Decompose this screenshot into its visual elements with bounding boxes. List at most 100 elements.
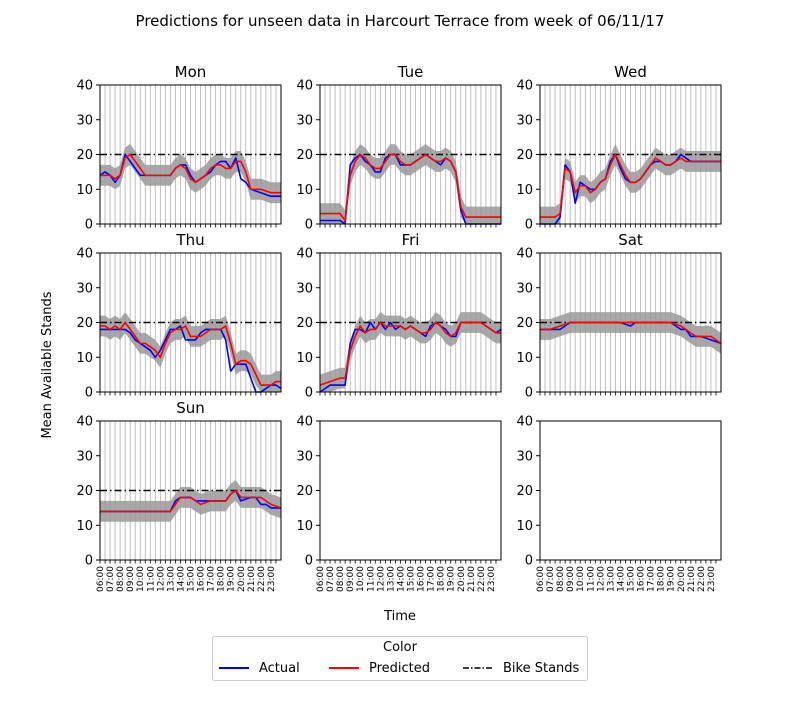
y-tick-label: 0 — [85, 386, 93, 401]
y-tick-label: 10 — [76, 351, 93, 366]
x-tick-label: 08:00 — [336, 566, 346, 592]
y-tick-label: 20 — [296, 316, 313, 331]
x-tick-label: 10:00 — [136, 566, 146, 592]
y-tick-label: 40 — [76, 247, 93, 262]
y-tick-label: 30 — [296, 113, 313, 128]
x-tick-label: 13:00 — [166, 566, 176, 592]
y-tick-label: 30 — [76, 449, 93, 464]
y-tick-label: 30 — [76, 281, 93, 296]
y-tick-label: 40 — [516, 79, 533, 94]
legend-item-actual: Actual — [219, 660, 300, 676]
x-tick-label: 06:00 — [96, 566, 106, 592]
y-tick-label: 0 — [525, 218, 533, 233]
y-tick-label: 20 — [76, 148, 93, 163]
x-tick-label: 14:00 — [396, 566, 406, 592]
x-tick-label: 16:00 — [417, 566, 427, 592]
legend-label-bike-stands: Bike Stands — [503, 660, 580, 676]
y-tick-label: 40 — [296, 415, 313, 430]
y-tick-label: 20 — [516, 316, 533, 331]
predicted-series-line — [320, 153, 501, 222]
y-tick-label: 40 — [296, 79, 313, 94]
actual-series-line — [540, 153, 721, 225]
x-tick-label: 17:00 — [207, 566, 217, 592]
x-tick-label: 22:00 — [257, 566, 267, 592]
x-tick-label: 11:00 — [586, 566, 596, 592]
y-tick-label: 30 — [296, 281, 313, 296]
panel-wed: Wed 0 10 20 30 40 — [516, 63, 722, 233]
panel-fri: Fri 0 10 20 30 40 — [296, 231, 502, 401]
y-tick-label: 10 — [76, 183, 93, 198]
legend-swatch-actual — [219, 667, 249, 669]
actual-series-line — [99, 153, 281, 197]
y-tick-label: 10 — [296, 519, 313, 534]
y-tick-label: 10 — [296, 351, 313, 366]
panels: Mon 0 10 20 30 40 Tue 0 10 20 30 40 Wed 0 10 20 30 40 Thu 0… — [76, 63, 722, 592]
panel-background — [540, 421, 721, 560]
y-tick-label: 20 — [76, 484, 93, 499]
y-tick-label: 40 — [516, 415, 533, 430]
y-tick-label: 20 — [296, 484, 313, 499]
y-tick-label: 10 — [296, 183, 313, 198]
panel-title: Sat — [618, 231, 643, 249]
y-tick-label: 10 — [516, 183, 533, 198]
x-tick-label: 19:00 — [227, 566, 237, 592]
panel-title: Mon — [175, 63, 207, 81]
y-tick-label: 10 — [76, 519, 93, 534]
uncertainty-band — [100, 312, 281, 392]
x-tick-label: 19:00 — [447, 566, 457, 592]
y-tick-label: 20 — [296, 148, 313, 163]
x-tick-label: 18:00 — [437, 566, 447, 592]
predicted-series-line — [319, 321, 501, 386]
predicted-series-line — [540, 321, 722, 345]
x-tick-label: 13:00 — [386, 566, 396, 592]
uncertainty-band — [540, 144, 721, 224]
uncertainty-band — [320, 144, 501, 224]
y-tick-label: 0 — [305, 386, 313, 401]
panel-thu: Thu 0 10 20 30 40 — [76, 231, 282, 401]
y-tick-label: 0 — [525, 386, 533, 401]
x-tick-label: 10:00 — [356, 566, 366, 592]
y-tick-label: 20 — [516, 484, 533, 499]
y-tick-label: 30 — [516, 113, 533, 128]
x-tick-label: 08:00 — [556, 566, 566, 592]
x-tick-label: 12:00 — [156, 566, 166, 592]
x-tick-label: 20:00 — [457, 566, 467, 592]
panel-sat: Sat 0 10 20 30 40 — [516, 231, 722, 401]
legend-label-actual: Actual — [259, 660, 300, 676]
x-tick-label: 15:00 — [627, 566, 637, 592]
x-tick-label: 20:00 — [677, 566, 687, 592]
x-tick-label: 15:00 — [407, 566, 417, 592]
panel-tue: Tue 0 10 20 30 40 — [296, 63, 502, 233]
x-tick-label: 21:00 — [467, 566, 477, 592]
y-tick-label: 40 — [516, 247, 533, 262]
actual-series-line — [100, 325, 282, 393]
legend-title: Color — [383, 640, 417, 655]
x-tick-label: 06:00 — [536, 566, 546, 592]
panel-title: Wed — [614, 63, 647, 81]
y-tick-label: 20 — [76, 316, 93, 331]
y-tick-label: 30 — [516, 281, 533, 296]
x-tick-label: 07:00 — [326, 566, 336, 592]
x-tick-label: 15:00 — [187, 566, 197, 592]
x-tick-label: 17:00 — [427, 566, 437, 592]
x-tick-label: 08:00 — [116, 566, 126, 592]
x-tick-label: 09:00 — [346, 566, 356, 592]
predicted-series-line — [100, 153, 281, 194]
x-tick-label: 23:00 — [487, 566, 497, 592]
x-tick-label: 09:00 — [126, 566, 136, 592]
x-tick-label: 21:00 — [687, 566, 697, 592]
predicted-series-line — [100, 489, 282, 513]
y-tick-label: 40 — [76, 79, 93, 94]
legend: Color Actual Predicted Bike Stands — [212, 636, 588, 681]
x-tick-label: 20:00 — [237, 566, 247, 592]
x-tick-label: 23:00 — [707, 566, 717, 592]
x-tick-label: 06:00 — [316, 566, 326, 592]
legend-label-predicted: Predicted — [369, 660, 431, 676]
panel-title: Sun — [176, 399, 205, 417]
predicted-series-line — [540, 153, 721, 218]
x-tick-label: 18:00 — [217, 566, 227, 592]
x-tick-label: 09:00 — [566, 566, 576, 592]
